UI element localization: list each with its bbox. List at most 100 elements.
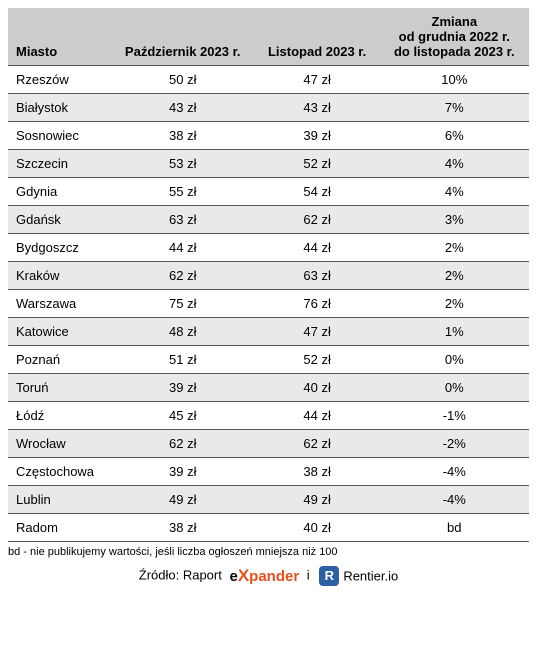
cell-city: Kraków xyxy=(8,262,111,290)
cell-nov: 62 zł xyxy=(255,206,380,234)
cell-change: 2% xyxy=(380,234,529,262)
cell-oct: 39 zł xyxy=(111,374,255,402)
source-line: Źródło: Raport eXpander i RRentier.io xyxy=(8,566,529,586)
expander-logo-x: X xyxy=(238,566,249,585)
cell-oct: 53 zł xyxy=(111,150,255,178)
cell-change: 2% xyxy=(380,262,529,290)
source-sep: i xyxy=(307,567,310,582)
cell-oct: 62 zł xyxy=(111,430,255,458)
cell-nov: 62 zł xyxy=(255,430,380,458)
cell-oct: 38 zł xyxy=(111,122,255,150)
cell-nov: 52 zł xyxy=(255,150,380,178)
cell-city: Katowice xyxy=(8,318,111,346)
table-row: Szczecin53 zł52 zł4% xyxy=(8,150,529,178)
cell-nov: 44 zł xyxy=(255,402,380,430)
cell-city: Radom xyxy=(8,514,111,542)
cell-oct: 38 zł xyxy=(111,514,255,542)
cell-nov: 38 zł xyxy=(255,458,380,486)
table-row: Katowice48 zł47 zł1% xyxy=(8,318,529,346)
expander-logo-pander: pander xyxy=(249,568,299,585)
cell-oct: 63 zł xyxy=(111,206,255,234)
cell-nov: 40 zł xyxy=(255,514,380,542)
cell-change: 4% xyxy=(380,178,529,206)
cell-change: 1% xyxy=(380,318,529,346)
cell-oct: 39 zł xyxy=(111,458,255,486)
cell-change: 0% xyxy=(380,346,529,374)
cell-nov: 52 zł xyxy=(255,346,380,374)
cell-change: 3% xyxy=(380,206,529,234)
table-row: Łódź45 zł44 zł-1% xyxy=(8,402,529,430)
cell-oct: 50 zł xyxy=(111,66,255,94)
col-header-nov: Listopad 2023 r. xyxy=(255,8,380,66)
cell-city: Białystok xyxy=(8,94,111,122)
table-body: Rzeszów50 zł47 zł10%Białystok43 zł43 zł7… xyxy=(8,66,529,542)
cell-oct: 51 zł xyxy=(111,346,255,374)
cell-change: -1% xyxy=(380,402,529,430)
cell-city: Wrocław xyxy=(8,430,111,458)
cell-city: Łódź xyxy=(8,402,111,430)
col-header-oct: Październik 2023 r. xyxy=(111,8,255,66)
cell-oct: 55 zł xyxy=(111,178,255,206)
cell-nov: 47 zł xyxy=(255,66,380,94)
cell-city: Gdańsk xyxy=(8,206,111,234)
header-row: Miasto Październik 2023 r. Listopad 2023… xyxy=(8,8,529,66)
cell-city: Sosnowiec xyxy=(8,122,111,150)
cell-change: 6% xyxy=(380,122,529,150)
table-row: Poznań51 zł52 zł0% xyxy=(8,346,529,374)
cell-change: bd xyxy=(380,514,529,542)
cell-change: 2% xyxy=(380,290,529,318)
table-row: Białystok43 zł43 zł7% xyxy=(8,94,529,122)
cell-city: Gdynia xyxy=(8,178,111,206)
cell-city: Warszawa xyxy=(8,290,111,318)
cell-oct: 45 zł xyxy=(111,402,255,430)
cell-change: -4% xyxy=(380,458,529,486)
cell-oct: 43 zł xyxy=(111,94,255,122)
cell-nov: 47 zł xyxy=(255,318,380,346)
cell-city: Bydgoszcz xyxy=(8,234,111,262)
cell-nov: 39 zł xyxy=(255,122,380,150)
cell-nov: 54 zł xyxy=(255,178,380,206)
cell-change: -4% xyxy=(380,486,529,514)
table-row: Wrocław62 zł62 zł-2% xyxy=(8,430,529,458)
cell-city: Lublin xyxy=(8,486,111,514)
cell-city: Częstochowa xyxy=(8,458,111,486)
table-row: Gdańsk63 zł62 zł3% xyxy=(8,206,529,234)
col-header-city: Miasto xyxy=(8,8,111,66)
footnote: bd - nie publikujemy wartości, jeśli lic… xyxy=(8,546,529,558)
cell-change: 4% xyxy=(380,150,529,178)
table-row: Radom38 zł40 złbd xyxy=(8,514,529,542)
table-row: Warszawa75 zł76 zł2% xyxy=(8,290,529,318)
cell-oct: 62 zł xyxy=(111,262,255,290)
cell-nov: 63 zł xyxy=(255,262,380,290)
cell-change: 10% xyxy=(380,66,529,94)
cell-oct: 48 zł xyxy=(111,318,255,346)
expander-logo: eXpander xyxy=(229,566,299,586)
source-prefix: Źródło: Raport xyxy=(139,567,222,582)
cell-nov: 43 zł xyxy=(255,94,380,122)
price-table: Miasto Październik 2023 r. Listopad 2023… xyxy=(8,8,529,542)
cell-oct: 44 zł xyxy=(111,234,255,262)
cell-change: 0% xyxy=(380,374,529,402)
cell-city: Rzeszów xyxy=(8,66,111,94)
table-row: Częstochowa39 zł38 zł-4% xyxy=(8,458,529,486)
col-header-change: Zmianaod grudnia 2022 r.do listopada 202… xyxy=(380,8,529,66)
table-row: Sosnowiec38 zł39 zł6% xyxy=(8,122,529,150)
rentier-badge-icon: R xyxy=(319,566,339,586)
cell-nov: 44 zł xyxy=(255,234,380,262)
cell-city: Toruń xyxy=(8,374,111,402)
table-row: Gdynia55 zł54 zł4% xyxy=(8,178,529,206)
expander-logo-e: e xyxy=(229,568,237,585)
cell-oct: 75 zł xyxy=(111,290,255,318)
cell-city: Szczecin xyxy=(8,150,111,178)
cell-nov: 76 zł xyxy=(255,290,380,318)
cell-oct: 49 zł xyxy=(111,486,255,514)
cell-change: -2% xyxy=(380,430,529,458)
cell-nov: 49 zł xyxy=(255,486,380,514)
cell-nov: 40 zł xyxy=(255,374,380,402)
table-row: Kraków62 zł63 zł2% xyxy=(8,262,529,290)
table-row: Toruń39 zł40 zł0% xyxy=(8,374,529,402)
table-row: Rzeszów50 zł47 zł10% xyxy=(8,66,529,94)
cell-change: 7% xyxy=(380,94,529,122)
table-row: Bydgoszcz44 zł44 zł2% xyxy=(8,234,529,262)
cell-city: Poznań xyxy=(8,346,111,374)
